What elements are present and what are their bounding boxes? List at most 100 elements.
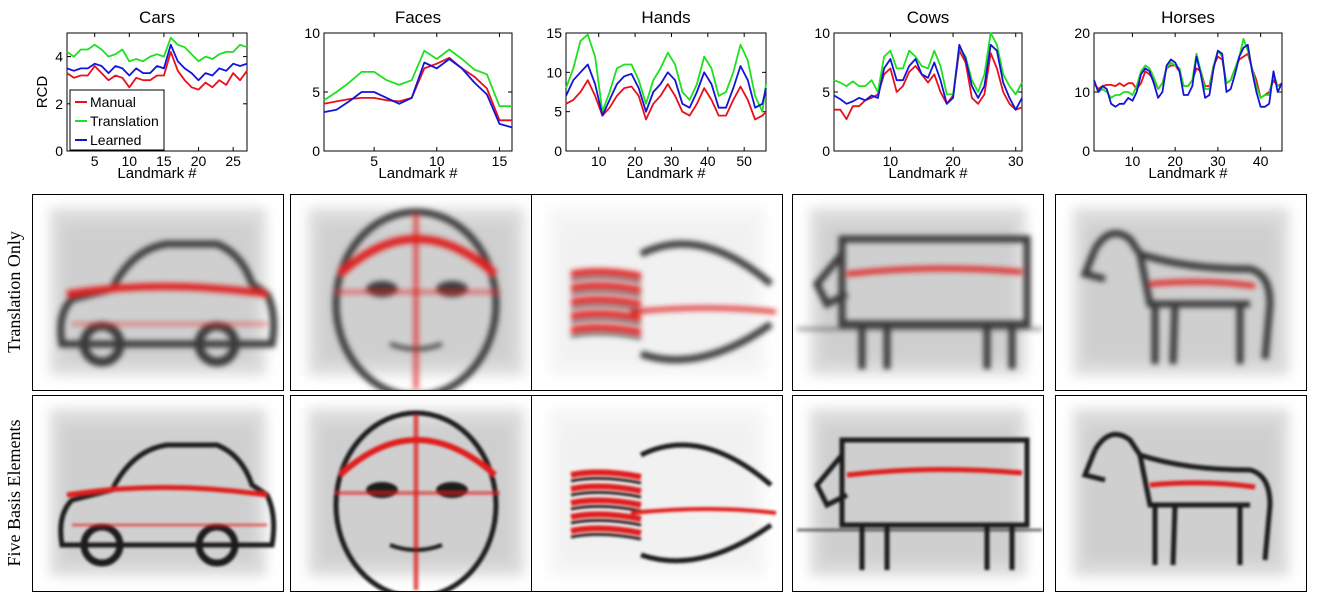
image-cow-row-2 <box>792 395 1044 592</box>
y-tick-label: 15 <box>546 25 562 41</box>
image-cow-row-1 <box>792 194 1044 391</box>
x-tick-label: 20 <box>945 153 961 169</box>
y-tick-label: 0 <box>822 143 830 159</box>
car-icon <box>58 442 277 567</box>
legend-label: Translation <box>90 113 159 129</box>
y-tick-label: 4 <box>55 49 63 65</box>
series-line-learned <box>1093 43 1283 108</box>
x-tick-label: 30 <box>1008 153 1024 169</box>
chart-cars: Cars 5 10 15 20 25 0 2 4 Landmark # RCD Manual Trans… <box>34 8 248 182</box>
x-tick-label: 15 <box>492 153 508 169</box>
chart-title: Cows <box>907 8 950 27</box>
x-tick-label: 20 <box>627 153 643 169</box>
cow-icon <box>797 235 1042 369</box>
x-tick-label: 20 <box>1167 153 1183 169</box>
cow-icon <box>797 437 1042 570</box>
y-tick-label: 5 <box>822 84 830 100</box>
series-line-learned <box>66 43 248 82</box>
legend: Manual Translation Learned <box>69 89 165 151</box>
y-tick-label: 10 <box>814 25 830 41</box>
x-tick-label: 10 <box>1125 153 1141 169</box>
image-frame <box>792 194 1044 391</box>
legend-label: Learned <box>90 132 141 148</box>
image-horse-row-1 <box>1055 194 1307 391</box>
hand-icon <box>570 442 777 564</box>
x-tick-label: 5 <box>370 153 378 169</box>
y-tick-label: 5 <box>312 84 320 100</box>
y-tick-label: 20 <box>1074 25 1090 41</box>
image-frame <box>32 395 284 592</box>
x-tick-label: 30 <box>664 153 680 169</box>
image-frame <box>531 395 783 592</box>
series-line-translation <box>66 36 248 63</box>
y-tick-label: 0 <box>312 143 320 159</box>
x-tick-label: 40 <box>700 153 716 169</box>
series-line-translation <box>323 48 512 108</box>
x-axis-label: Landmark # <box>626 165 706 182</box>
y-axis-label: RCD <box>34 76 51 109</box>
x-tick-label: 10 <box>883 153 899 169</box>
image-hand-row-1 <box>531 194 783 391</box>
plot-frame <box>1093 32 1283 152</box>
image-hand-row-2 <box>531 395 783 592</box>
x-tick-label: 25 <box>225 153 241 169</box>
chart-title: Hands <box>641 8 690 27</box>
chart-title: Faces <box>395 8 441 27</box>
image-car-row-2 <box>32 395 284 592</box>
image-frame <box>531 194 783 391</box>
series-line-manual <box>66 51 248 91</box>
chart-hands: Hands 10 20 30 40 50 0 5 10 15 Landmark # <box>546 8 767 182</box>
x-tick-label: 50 <box>736 153 752 169</box>
image-frame <box>1055 194 1307 391</box>
y-tick-label: 0 <box>55 143 63 159</box>
image-face-row-2 <box>290 395 542 592</box>
chart-title: Horses <box>1161 8 1215 27</box>
series-line-learned <box>565 63 767 117</box>
plot-frame <box>565 32 767 152</box>
series-line-learned <box>323 58 513 129</box>
series-line-manual <box>323 56 512 122</box>
row-label-translation-only: Translation Only <box>4 231 24 353</box>
plot-frame <box>833 32 1023 152</box>
face-icon <box>333 410 500 592</box>
y-tick-label: 0 <box>1082 143 1090 159</box>
x-axis-label: Landmark # <box>117 165 197 182</box>
y-tick-label: 5 <box>554 104 562 120</box>
y-tick-label: 2 <box>55 96 63 112</box>
image-horse-row-2 <box>1055 395 1307 592</box>
x-tick-label: 10 <box>591 153 607 169</box>
y-tick-label: 10 <box>304 25 320 41</box>
image-frame <box>792 395 1044 592</box>
image-frame <box>1055 395 1307 592</box>
series-line-translation <box>565 33 767 113</box>
image-car-row-1 <box>32 194 284 391</box>
image-face-row-1 <box>290 194 542 391</box>
y-tick-label: 0 <box>554 143 562 159</box>
x-tick-label: 10 <box>429 153 445 169</box>
x-tick-label: 15 <box>156 153 172 169</box>
x-axis-label: Landmark # <box>888 165 968 182</box>
y-tick-label: 10 <box>1074 84 1090 100</box>
x-tick-label: 30 <box>1210 153 1226 169</box>
image-frame <box>32 194 284 391</box>
hand-icon <box>570 240 777 364</box>
x-axis-label: Landmark # <box>1148 165 1228 182</box>
x-tick-label: 20 <box>191 153 207 169</box>
y-tick-label: 10 <box>546 64 562 80</box>
chart-title: Cars <box>139 8 175 27</box>
row-label-five-basis-elements: Five Basis Elements <box>4 420 24 567</box>
horse-icon <box>1080 229 1274 365</box>
legend-label: Manual <box>90 94 136 110</box>
series-line-learned <box>833 43 1023 111</box>
image-grid <box>32 194 1307 592</box>
x-axis-label: Landmark # <box>378 165 458 182</box>
x-tick-label: 10 <box>122 153 138 169</box>
car-icon <box>57 240 278 367</box>
horse-icon <box>1081 431 1273 566</box>
x-tick-label: 5 <box>91 153 99 169</box>
series-line-translation <box>833 32 1023 96</box>
